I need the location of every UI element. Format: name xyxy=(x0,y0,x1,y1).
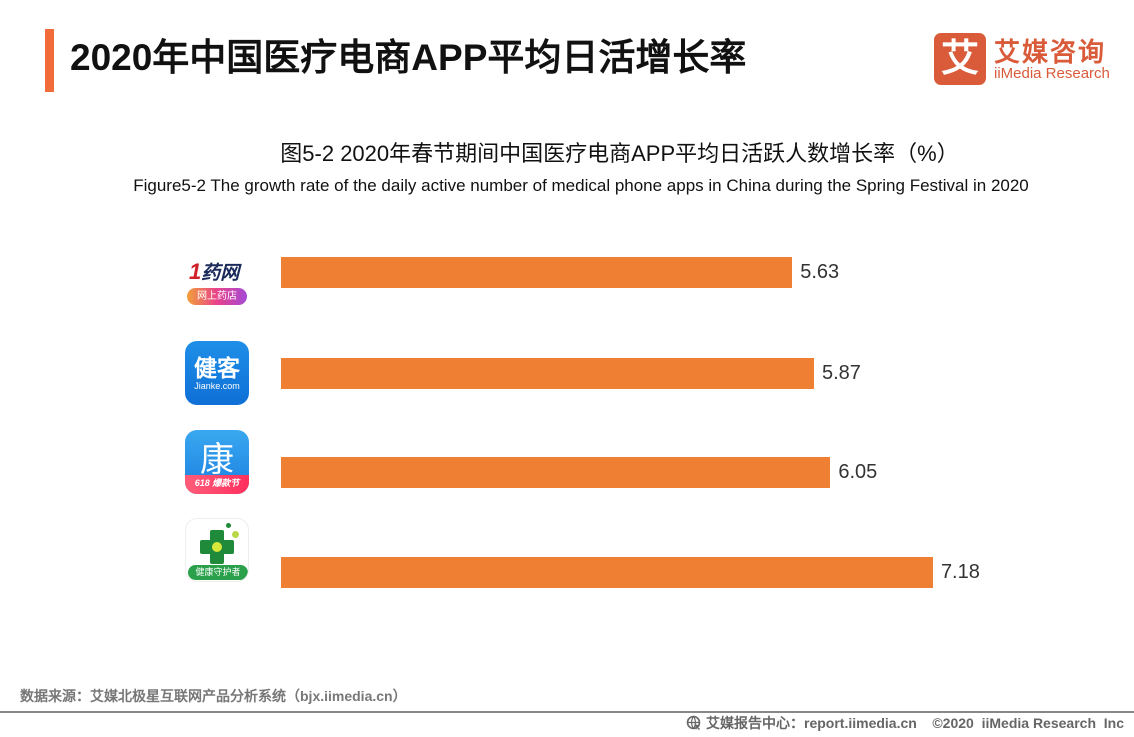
data-source: 数据来源：艾媒北极星互联网产品分析系统（bjx.iimedia.cn） xyxy=(20,688,407,704)
kangaiduo-app-icon: 康 618 爆款节 xyxy=(185,430,249,494)
logo-name-cn: 艾媒咨询 xyxy=(994,37,1107,67)
chart-subtitle: Figure5-2 The growth rate of the daily a… xyxy=(133,176,1029,195)
footer: 艾媒报告中心：report.iimedia.cn ©2020 iiMedia R… xyxy=(686,713,1124,733)
globe-icon xyxy=(686,715,701,730)
bar-kangaiduo xyxy=(281,457,831,488)
logo-mark-icon: 艾 xyxy=(934,33,986,85)
chart-title: 图5-2 2020年春节期间中国医疗电商APP平均日活跃人数增长率（%） xyxy=(280,141,959,166)
footer-divider xyxy=(0,711,1134,713)
bar-jianke xyxy=(281,358,814,389)
title-accent-bar xyxy=(45,29,54,92)
iimedia-logo: 艾 艾媒咨询 iiMedia Research xyxy=(934,33,1114,85)
health-guardian-app-icon: 健康守护者 xyxy=(185,518,249,582)
value-label: 5.87 xyxy=(821,362,861,384)
jianke-app-icon: 健客 Jianke.com xyxy=(185,341,249,405)
logo-name-en: iiMedia Research xyxy=(994,65,1110,82)
footer-text: 艾媒报告中心：report.iimedia.cn ©2020 iiMedia R… xyxy=(706,715,1124,731)
value-label: 7.18 xyxy=(940,561,980,583)
page-title: 2020年中国医疗电商APP平均日活增长率 xyxy=(70,37,747,78)
bar-health-guardian xyxy=(281,557,933,588)
value-label: 5.63 xyxy=(800,261,840,283)
yiyao-app-icon: 1药网 网上药店 xyxy=(185,252,249,316)
value-label: 6.05 xyxy=(838,461,878,483)
bar-yiyao xyxy=(281,257,793,288)
